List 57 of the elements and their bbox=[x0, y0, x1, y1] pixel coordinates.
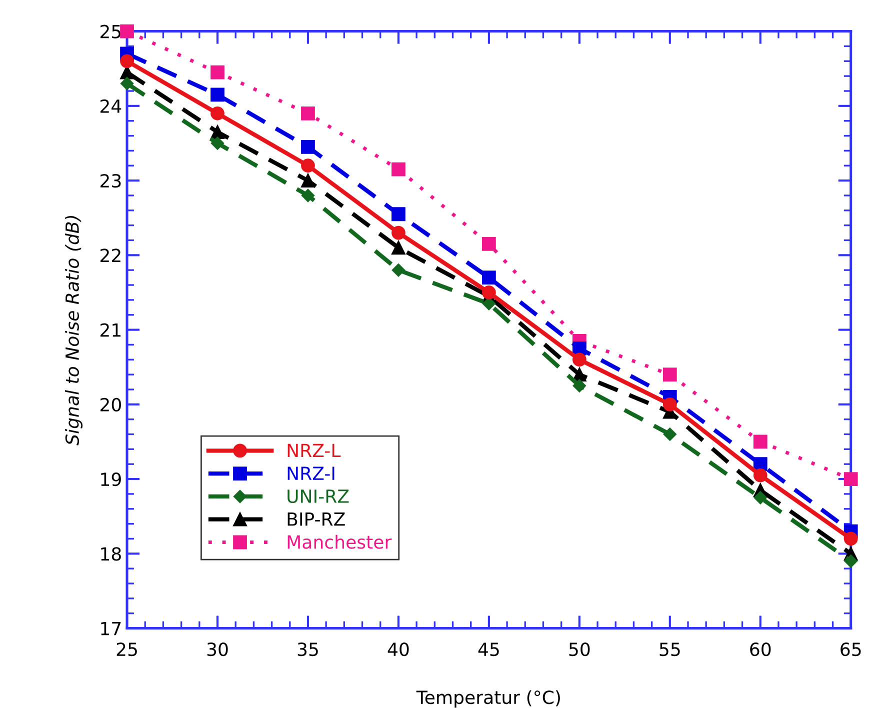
y-tick-label: 20 bbox=[100, 398, 121, 412]
y-tick-label: 19 bbox=[101, 472, 121, 486]
point bbox=[120, 76, 134, 90]
point bbox=[210, 125, 224, 139]
point bbox=[482, 270, 496, 284]
point bbox=[301, 140, 315, 154]
point bbox=[301, 158, 315, 173]
y-tick-label: 23 bbox=[100, 174, 121, 188]
x-axis-title: Temperatur (°C) bbox=[416, 690, 560, 708]
point bbox=[754, 491, 767, 504]
point bbox=[753, 434, 768, 449]
point bbox=[482, 237, 496, 251]
x-tick-label: 30 bbox=[207, 642, 228, 656]
point bbox=[844, 532, 858, 546]
legend-label: Manchester bbox=[288, 534, 392, 549]
point bbox=[392, 207, 406, 222]
point bbox=[210, 65, 224, 80]
point bbox=[482, 297, 496, 310]
point bbox=[392, 240, 406, 255]
point bbox=[301, 174, 315, 188]
y-tick-label: 24 bbox=[100, 99, 122, 113]
x-tick-label: 50 bbox=[569, 642, 590, 656]
x-tick-label: 25 bbox=[116, 642, 137, 656]
x-tick-label: 35 bbox=[298, 642, 318, 656]
point bbox=[210, 88, 224, 102]
point bbox=[662, 368, 677, 382]
point bbox=[392, 162, 406, 176]
legend-label: NRZ-I bbox=[288, 466, 334, 480]
point bbox=[662, 397, 677, 412]
y-tick-label: 18 bbox=[101, 547, 121, 561]
y-tick-label: 22 bbox=[100, 248, 120, 262]
point bbox=[753, 468, 768, 482]
x-tick-label: 55 bbox=[660, 642, 680, 656]
y-tick-label: 21 bbox=[100, 323, 120, 337]
legend-label: UNI-RZ bbox=[288, 490, 349, 504]
point bbox=[120, 24, 134, 38]
point bbox=[482, 286, 496, 300]
x-tick-label: 60 bbox=[750, 642, 771, 656]
x-tick-label: 45 bbox=[478, 642, 499, 656]
point bbox=[392, 264, 406, 277]
point bbox=[301, 188, 315, 202]
x-tick-label: 40 bbox=[388, 642, 409, 656]
y-axis-title: Signal to Noise Ratio (dB) bbox=[65, 216, 83, 446]
x-tick-label: 65 bbox=[840, 642, 861, 656]
point bbox=[572, 352, 586, 367]
point bbox=[572, 379, 586, 392]
legend-label: BIP-RZ bbox=[288, 512, 345, 526]
y-tick-label: 17 bbox=[101, 622, 121, 636]
point bbox=[210, 106, 224, 120]
legend-label: NRZ-L bbox=[288, 444, 341, 457]
point bbox=[210, 136, 224, 150]
point bbox=[392, 226, 406, 240]
point bbox=[663, 428, 676, 441]
point bbox=[844, 472, 858, 486]
point bbox=[301, 106, 315, 120]
point bbox=[844, 554, 858, 568]
point bbox=[120, 54, 134, 68]
